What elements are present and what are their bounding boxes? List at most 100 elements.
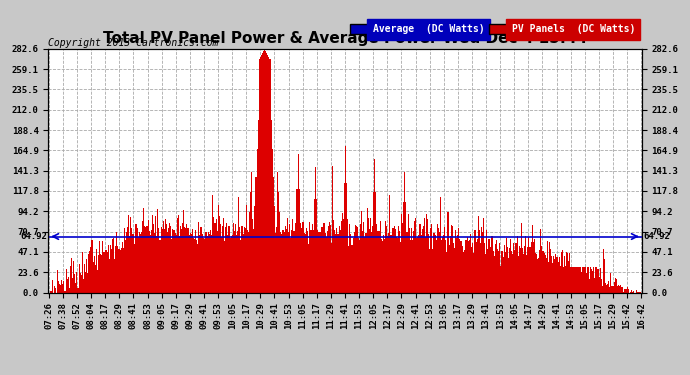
Bar xyxy=(596,267,598,292)
Bar xyxy=(555,254,556,292)
Bar xyxy=(576,267,577,292)
Bar xyxy=(624,289,626,292)
Bar xyxy=(423,226,424,292)
Bar xyxy=(368,229,370,292)
Bar xyxy=(63,281,64,292)
Bar xyxy=(95,265,96,292)
Bar xyxy=(552,262,553,292)
Bar xyxy=(561,252,562,292)
Bar xyxy=(621,287,622,292)
Bar xyxy=(329,222,330,292)
Bar xyxy=(125,240,126,292)
Bar xyxy=(312,224,313,292)
Bar xyxy=(510,238,511,292)
Bar xyxy=(261,55,262,292)
Bar xyxy=(123,248,124,292)
Bar xyxy=(83,279,84,292)
Bar xyxy=(481,226,482,292)
Bar xyxy=(494,256,495,292)
Bar xyxy=(194,239,195,292)
Bar xyxy=(155,216,156,292)
Bar xyxy=(81,252,83,292)
Bar xyxy=(201,234,203,292)
Bar xyxy=(334,230,335,292)
Bar xyxy=(604,259,605,292)
Bar xyxy=(304,233,305,292)
Bar xyxy=(581,272,582,292)
Bar xyxy=(73,261,75,292)
Bar xyxy=(70,266,71,292)
Bar xyxy=(288,232,289,292)
Bar xyxy=(208,232,209,292)
Bar xyxy=(313,230,314,292)
Bar xyxy=(357,227,358,292)
Bar xyxy=(326,231,328,292)
Bar xyxy=(428,234,429,292)
Bar xyxy=(376,224,377,292)
Bar xyxy=(560,266,561,292)
Bar xyxy=(106,252,108,292)
Bar xyxy=(233,223,234,292)
Bar xyxy=(247,230,248,292)
Bar xyxy=(198,222,199,292)
Bar xyxy=(235,224,236,292)
Bar xyxy=(48,281,50,292)
Bar xyxy=(513,243,514,292)
Bar xyxy=(425,237,426,292)
Bar xyxy=(330,225,331,292)
Bar xyxy=(94,256,95,292)
Bar xyxy=(158,228,159,292)
Bar xyxy=(602,286,603,292)
Bar xyxy=(132,234,134,292)
Bar xyxy=(615,279,617,292)
Bar xyxy=(144,226,146,292)
Bar xyxy=(567,254,569,292)
Bar xyxy=(372,226,373,292)
Bar xyxy=(401,214,402,292)
Bar xyxy=(54,286,55,292)
Bar xyxy=(102,241,103,292)
Bar xyxy=(197,244,198,292)
Bar xyxy=(382,241,383,292)
Bar xyxy=(282,230,284,292)
Bar xyxy=(335,234,336,292)
Bar xyxy=(251,172,253,292)
Bar xyxy=(276,226,277,292)
Bar xyxy=(486,230,487,292)
Bar xyxy=(181,229,182,292)
Bar xyxy=(450,236,451,292)
Bar xyxy=(540,229,542,292)
Bar xyxy=(500,266,502,292)
Bar xyxy=(627,286,628,292)
Bar xyxy=(591,269,592,292)
Bar xyxy=(315,167,316,292)
Bar xyxy=(371,231,372,292)
Bar xyxy=(375,192,376,292)
Bar xyxy=(427,219,428,292)
Bar xyxy=(389,195,391,292)
Bar xyxy=(267,55,268,292)
Bar xyxy=(170,226,171,292)
Bar xyxy=(92,262,94,292)
Bar xyxy=(373,192,374,292)
Bar xyxy=(422,228,423,292)
Bar xyxy=(600,268,601,292)
Bar xyxy=(169,223,170,292)
Bar xyxy=(589,279,590,292)
Bar xyxy=(399,231,400,292)
Bar xyxy=(411,228,412,292)
Bar xyxy=(442,237,443,292)
Bar xyxy=(577,267,578,292)
Bar xyxy=(393,226,395,292)
Bar xyxy=(549,242,550,292)
Bar xyxy=(512,254,513,292)
Bar xyxy=(573,267,575,292)
Bar xyxy=(108,245,109,292)
Bar xyxy=(592,271,593,292)
Bar xyxy=(387,236,388,292)
Bar xyxy=(297,154,299,292)
Bar xyxy=(578,267,579,292)
Bar xyxy=(554,259,555,292)
Bar xyxy=(308,243,309,292)
Bar xyxy=(408,228,410,292)
